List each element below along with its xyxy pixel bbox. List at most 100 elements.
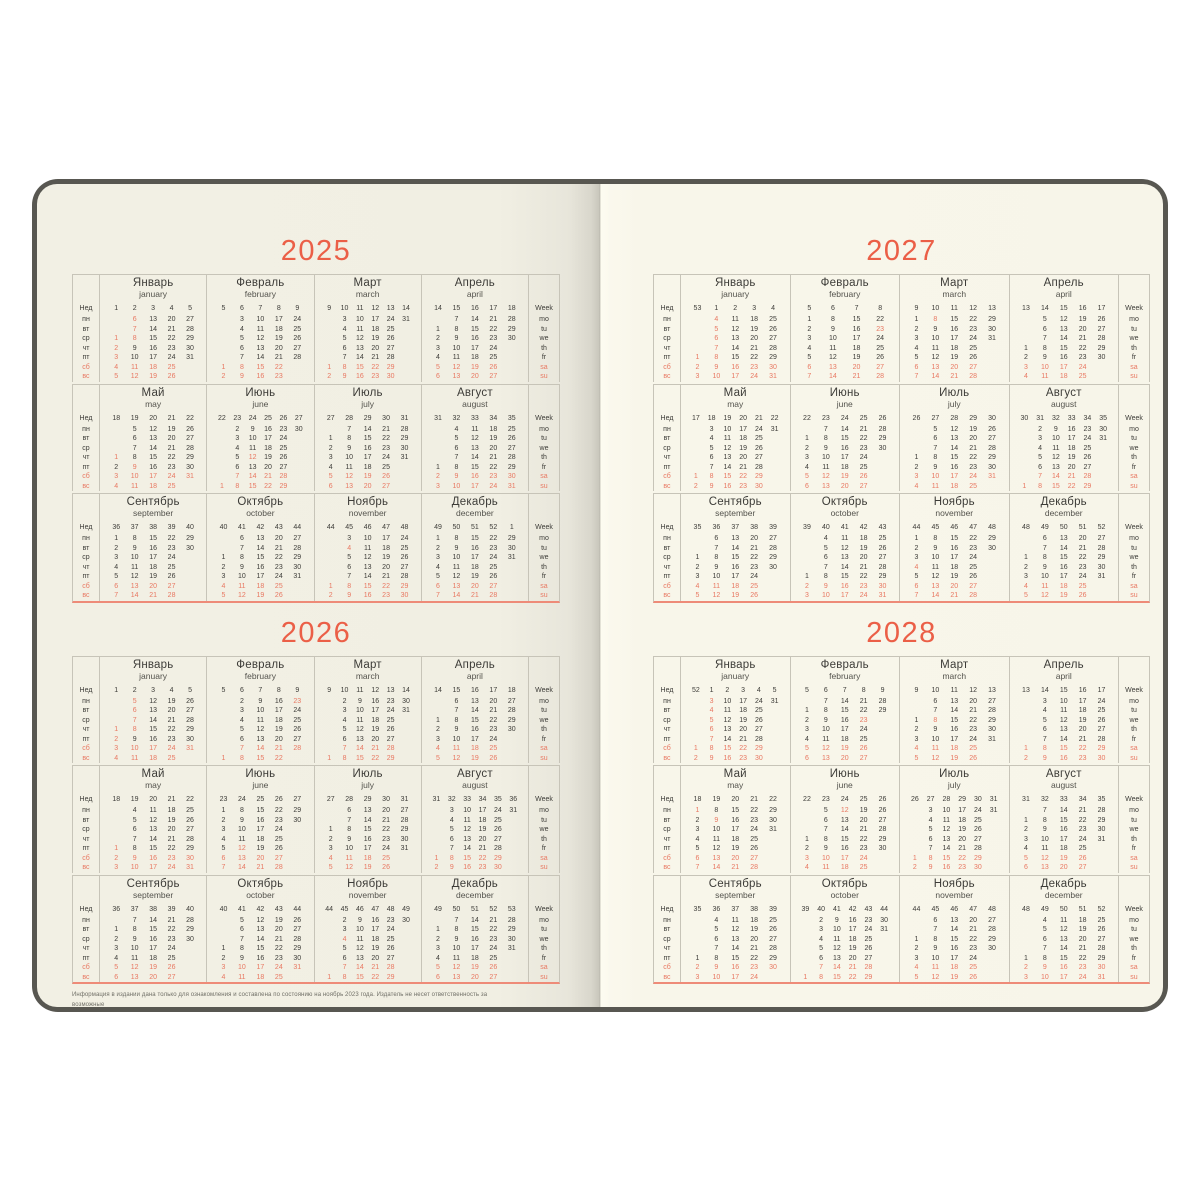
date-cell: 23: [489, 726, 498, 733]
day-row-grid: 5 12 19 26: [1010, 854, 1119, 864]
date-cell: 12: [452, 363, 461, 371]
date-cell: 26: [386, 726, 395, 733]
month-header: Февраль february: [791, 275, 900, 302]
month-february: Февраль february 5 6 7 8 9 7 14 21 28 1 8 15 22 29 2 9 16 2…: [789, 656, 900, 763]
date-cell: 7: [1042, 544, 1047, 552]
day-row: 2 9 16 23: [791, 325, 900, 335]
date-cell: 31: [507, 945, 516, 952]
date-cell: 27: [859, 482, 868, 490]
day-row: 6 13 20 27: [207, 344, 313, 354]
day-row: 7 14 21 28: [791, 697, 900, 707]
date-cell: [214, 925, 232, 935]
day-label-ru: сб: [663, 582, 671, 590]
day-row-grid: 1 8 15 22 29: [681, 353, 790, 363]
week-number: 10: [931, 305, 940, 312]
date-cell: 29: [186, 845, 194, 852]
date-cell: 29: [186, 535, 194, 542]
day-row: 2 9 16 23 30: [900, 463, 1009, 473]
day-row: 3 10 17 24 31: [207, 572, 313, 582]
date-cell: 16: [723, 482, 732, 490]
date-cell: 20: [167, 435, 176, 442]
day-row-grid: 7 14 21 28: [315, 425, 421, 435]
day-row-grid: 5 12 19 26: [900, 425, 1009, 435]
date-cell: [986, 854, 1002, 864]
date-cell: 4: [328, 854, 333, 862]
day-row-grid: 7 14 21 28: [315, 353, 421, 363]
date-cell: 16: [840, 582, 849, 590]
day-row-grid: 1 8 15 22 29: [315, 363, 421, 373]
week-numbers-row-grid: 39 40 41 42 43: [791, 521, 900, 534]
date-cell: 9: [1042, 754, 1047, 762]
day-row: 1 8 15 22 29: [791, 835, 900, 845]
week-numbers-row: 49 50 51 52 53: [422, 903, 528, 916]
date-cell: [107, 434, 125, 444]
month-january: Январь january 52 1 2 3 4 5 3 10 17 24 31 4 11 18 25 5 12 1…: [680, 656, 790, 763]
date-cell: 11: [452, 563, 461, 571]
date-cell: 24: [750, 826, 759, 833]
date-cell: 22: [274, 554, 283, 561]
date-cell: 5: [1023, 592, 1028, 599]
date-cell: 21: [489, 916, 498, 924]
month-name-ru: Сентябрь: [708, 496, 762, 508]
weekday-labels-ru: Нед пн вт ср чт пт сб вс: [654, 494, 680, 601]
date-cell: 27: [186, 435, 194, 442]
day-label-ru: вт: [663, 325, 671, 333]
date-cell: 5: [239, 726, 244, 733]
date-cell: 12: [1040, 592, 1049, 599]
date-cell: 9: [933, 726, 938, 733]
day-row: 4 11 18 25: [681, 434, 790, 444]
day-row-grid: 1 8 15 22 29: [207, 553, 313, 563]
day-row-grid: 7 14 21 28: [900, 844, 1009, 854]
date-cell: 26: [969, 354, 978, 361]
date-cell: 28: [386, 745, 395, 752]
date-cell: 20: [739, 726, 748, 733]
date-cell: 29: [769, 807, 777, 814]
week-label-en: Week: [1125, 414, 1143, 422]
date-cell: [764, 863, 783, 873]
date-cell: 22: [969, 935, 978, 943]
day-row: 6 13 20 27: [315, 806, 421, 816]
day-row: 1 8 15 22 29: [1010, 954, 1119, 964]
date-cell: 3: [114, 864, 119, 871]
week-number: 17: [1097, 305, 1106, 312]
date-cell: 21: [478, 845, 487, 852]
date-cell: 7: [1038, 473, 1043, 480]
date-cell: 12: [256, 916, 265, 924]
week-number: 4: [169, 305, 174, 312]
date-cell: 15: [470, 535, 479, 542]
date-cell: 26: [754, 444, 763, 452]
date-cell: 15: [840, 835, 849, 843]
date-cell: 11: [452, 354, 461, 361]
date-cell: 21: [167, 325, 176, 333]
date-cell: 23: [1078, 354, 1087, 361]
week-number: 10: [340, 305, 349, 312]
date-cell: 14: [1059, 945, 1068, 952]
date-cell: 15: [723, 745, 732, 752]
day-label-en: su: [540, 973, 548, 981]
day-row: 2 9 16 23 30: [422, 863, 528, 873]
date-cell: 7: [914, 373, 919, 380]
date-cell: 13: [149, 707, 158, 714]
date-cell: [1092, 854, 1111, 864]
day-label-en: sa: [540, 854, 548, 862]
week-number: 8: [276, 686, 281, 694]
date-cell: 30: [880, 916, 889, 924]
date-cell: 8: [239, 363, 244, 371]
date-cell: 11: [712, 582, 720, 590]
month-header: Апрель april: [1010, 275, 1119, 302]
date-cell: 11: [238, 973, 246, 981]
date-cell: 5: [807, 354, 812, 361]
date-cell: 22: [750, 807, 759, 814]
paper-spread: 2025 Нед пн вт ср чт пт сб вс Январь january 1 2 3 4 5 6…: [37, 184, 1163, 1007]
week-number: 9: [327, 686, 332, 694]
date-cell: 2: [819, 916, 824, 924]
date-cell: 13: [723, 454, 732, 461]
date-cell: 21: [149, 592, 158, 599]
day-row-grid: 7 14 21 28: [681, 863, 790, 873]
date-cell: 4: [239, 325, 244, 333]
spacer: [1119, 275, 1149, 302]
date-cell: 25: [186, 807, 194, 814]
date-cell: 7: [132, 325, 137, 333]
date-cell: 29: [293, 807, 302, 814]
